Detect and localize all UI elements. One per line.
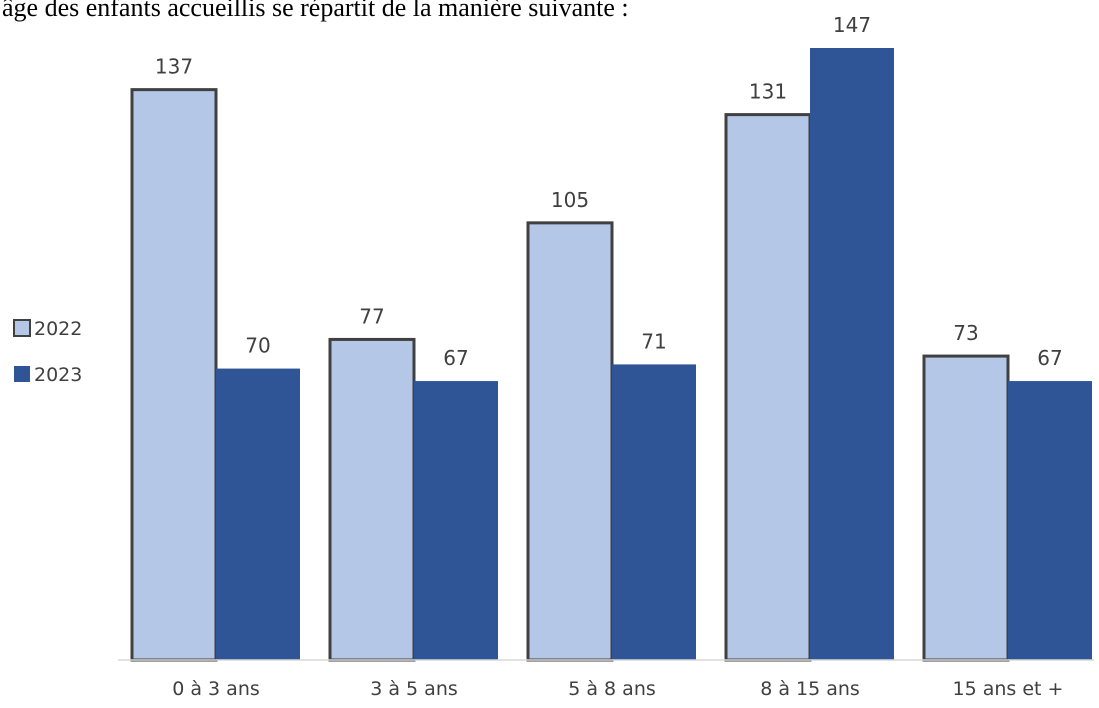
bar-2022-5	[922, 354, 1010, 662]
data-label-2022-3: 105	[551, 188, 589, 212]
data-label-2023-3: 71	[641, 329, 666, 353]
bar-2023-2	[414, 381, 498, 660]
legend-swatch-2022	[13, 319, 31, 337]
data-label-2023-2: 67	[443, 346, 468, 370]
data-label-2023-4: 147	[833, 13, 871, 37]
x-tick-labels: 0 à 3 ans 3 à 5 ans 5 à 8 ans 8 à 15 ans 15 …	[172, 678, 1063, 700]
intro-text: âge des enfants accueillis se répartit d…	[2, 0, 629, 22]
legend-label-2022: 2022	[34, 318, 82, 340]
bar-2023-4	[810, 48, 894, 660]
x-tick-label: 15 ans et +	[953, 678, 1064, 700]
x-tick-label: 5 à 8 ans	[568, 678, 656, 700]
bar-2023-3	[612, 364, 696, 660]
legend-label-2023: 2023	[34, 364, 82, 386]
bar-2022-1	[130, 88, 218, 662]
x-tick-label: 0 à 3 ans	[172, 678, 260, 700]
legend-swatch-2023	[14, 366, 30, 382]
x-tick-label: 3 à 5 ans	[370, 678, 458, 700]
bar-2023-5	[1008, 381, 1092, 660]
bar-2022-4	[724, 113, 812, 662]
legend: 2022 2023	[13, 318, 82, 386]
x-tick-label: 8 à 15 ans	[760, 678, 860, 700]
bars-layer: 137 70 77 67 105 71 131 147 73 67	[130, 13, 1092, 662]
data-label-2023-1: 70	[245, 334, 270, 358]
data-label-2022-4: 131	[749, 80, 787, 104]
data-label-2022-5: 73	[953, 321, 978, 345]
data-label-2022-1: 137	[155, 55, 193, 79]
data-label-2022-2: 77	[359, 304, 384, 328]
data-label-2023-5: 67	[1037, 346, 1062, 370]
bar-2022-3	[526, 221, 614, 662]
bar-2023-1	[216, 368, 300, 660]
bar-2022-2	[328, 337, 416, 662]
